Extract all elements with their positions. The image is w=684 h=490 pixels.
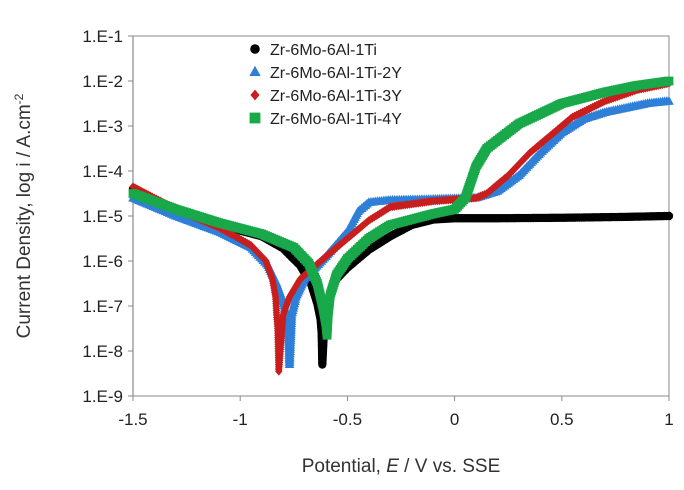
legend-marker bbox=[250, 89, 260, 101]
series-1 bbox=[128, 184, 674, 369]
legend-label: Zr-6Mo-6Al-1Ti-3Y bbox=[270, 88, 402, 105]
data-point bbox=[664, 95, 674, 105]
legend: Zr-6Mo-6Al-1Ti Zr-6Mo-6Al-1Ti-2Y Zr-6Mo-6A… bbox=[249, 42, 402, 128]
y-tick-label: 1.E-3 bbox=[82, 117, 123, 136]
y-tick-label: 1.E-5 bbox=[82, 207, 123, 226]
ticks: -1.5 -1 -0.5 0 0.5 1 1.E-1 1.E-2 1.E-3 1.E-4 1.E-5… bbox=[82, 27, 673, 429]
legend-marker bbox=[249, 112, 261, 124]
x-tick-label: 1 bbox=[664, 410, 673, 429]
x-tick-label: -1 bbox=[233, 410, 248, 429]
data-point bbox=[664, 211, 674, 221]
legend-label: Zr-6Mo-6Al-1Ti bbox=[270, 42, 377, 59]
data-point bbox=[664, 76, 674, 86]
x-axis-title: Potential, E / V vs. SSE bbox=[302, 456, 501, 477]
y-tick-label: 1.E-2 bbox=[82, 72, 123, 91]
legend-label: Zr-6Mo-6Al-1Ti-2Y bbox=[270, 65, 402, 82]
legend-marker bbox=[249, 65, 261, 77]
y-tick-label: 1.E-4 bbox=[82, 162, 123, 181]
series-layer bbox=[128, 76, 674, 376]
x-tick-label: 0.5 bbox=[550, 410, 574, 429]
y-tick-label: 1.E-6 bbox=[82, 252, 123, 271]
legend-label: Zr-6Mo-6Al-1Ti-4Y bbox=[270, 111, 402, 128]
y-axis-title: Current Density, log i / A.cm-2 bbox=[12, 93, 35, 338]
x-tick-label: -0.5 bbox=[333, 410, 362, 429]
y-tick-label: 1.E-8 bbox=[82, 342, 123, 361]
y-tick-label: 1.E-1 bbox=[82, 27, 123, 46]
y-tick-label: 1.E-9 bbox=[82, 387, 123, 406]
y-tick-label: 1.E-7 bbox=[82, 297, 123, 316]
x-tick-label: 0 bbox=[450, 410, 459, 429]
series-4 bbox=[128, 76, 674, 340]
legend-marker bbox=[250, 44, 260, 54]
x-tick-label: -1.5 bbox=[118, 410, 147, 429]
